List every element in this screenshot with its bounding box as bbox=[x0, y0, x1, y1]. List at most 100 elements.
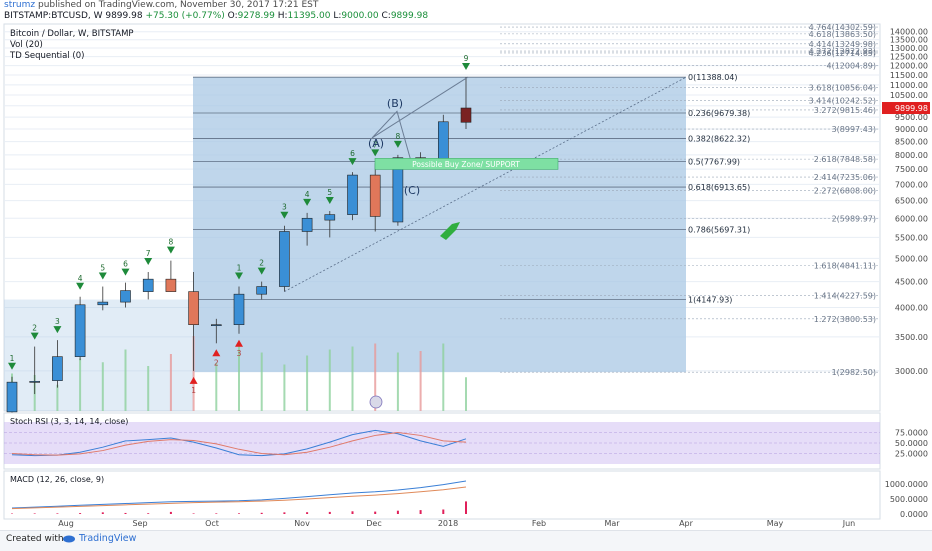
trading-chart[interactable]: 0(11388.04)0.236(9679.38)0.382(8622.32)0… bbox=[0, 0, 932, 530]
fib-extension-zone[interactable] bbox=[4, 300, 193, 411]
x-tick-label: 2018 bbox=[438, 519, 458, 528]
fib-extension-label: 1.272(3800.53) bbox=[814, 315, 876, 324]
x-tick-label: Feb bbox=[532, 519, 546, 528]
y-tick-label: 11000.00 bbox=[890, 81, 928, 90]
td-count-label: 4 bbox=[305, 190, 310, 199]
td-count-label: 1 bbox=[191, 386, 196, 395]
td-count-label: 2 bbox=[259, 259, 264, 268]
macd-histogram-bar bbox=[374, 512, 376, 514]
y-tick-label: 7000.00 bbox=[895, 180, 928, 189]
y-tick-label: 13000.00 bbox=[890, 44, 928, 53]
macd-histogram-bar bbox=[56, 513, 58, 514]
candle[interactable] bbox=[438, 122, 448, 162]
td-count-label: 1 bbox=[237, 264, 242, 273]
macd-histogram-bar bbox=[79, 513, 81, 514]
x-tick-label: Sep bbox=[132, 519, 147, 528]
macd-histogram-bar bbox=[420, 510, 422, 514]
candle[interactable] bbox=[302, 218, 312, 231]
y-tick-label: 5000.00 bbox=[895, 254, 928, 263]
td-count-label: 9 bbox=[464, 54, 469, 63]
candle[interactable] bbox=[75, 305, 85, 357]
volume-bar bbox=[102, 362, 104, 411]
y-tick-label: 6500.00 bbox=[895, 197, 928, 206]
y-tick-label: 5500.00 bbox=[895, 233, 928, 242]
td-count-label: 2 bbox=[214, 358, 219, 367]
fib-extension-label: 2(5989.97) bbox=[832, 215, 876, 224]
macd-histogram-bar bbox=[306, 512, 308, 514]
macd-histogram-bar bbox=[283, 512, 285, 514]
fib-extension-label: 4.618(13863.50) bbox=[809, 30, 876, 39]
macd-histogram-bar bbox=[465, 501, 467, 514]
macd-histogram-bar bbox=[352, 511, 354, 514]
y-tick-label: 4000.00 bbox=[895, 304, 928, 313]
fib-extension-label: 1(2982.50) bbox=[832, 368, 876, 377]
candle[interactable] bbox=[257, 287, 267, 295]
y-tick-label: 11500.00 bbox=[890, 71, 928, 80]
volume-bar bbox=[442, 344, 444, 412]
last-price-label: 9899.98 bbox=[895, 104, 928, 113]
fib-retracement-label: 1(4147.93) bbox=[688, 296, 732, 305]
macd-histogram-bar bbox=[215, 513, 217, 514]
legend-title: Bitcoin / Dollar, W, BITSTAMP bbox=[10, 29, 134, 39]
y-tick-label: 10500.00 bbox=[890, 91, 928, 100]
td-count-label: 8 bbox=[169, 238, 174, 247]
macd-histogram-bar bbox=[170, 512, 172, 514]
candle[interactable] bbox=[348, 175, 358, 215]
x-tick-label: Oct bbox=[205, 519, 219, 528]
candle[interactable] bbox=[52, 357, 62, 381]
y-tick-label: 9000.00 bbox=[895, 125, 928, 134]
td-count-label: 5 bbox=[100, 264, 105, 273]
candle[interactable] bbox=[166, 279, 176, 291]
td-count-label: 2 bbox=[32, 324, 37, 333]
volume-bar bbox=[79, 359, 81, 412]
candle[interactable] bbox=[234, 294, 244, 325]
td-count-label: 3 bbox=[55, 317, 60, 326]
td-count-label: 6 bbox=[123, 260, 128, 269]
candle[interactable] bbox=[325, 215, 335, 220]
candle[interactable] bbox=[98, 302, 108, 305]
y-tick-label: 8000.00 bbox=[895, 151, 928, 160]
stoch-tick-label: 25.0000 bbox=[895, 450, 928, 459]
created-with-text: Created with bbox=[6, 534, 64, 544]
footer-bar bbox=[0, 530, 932, 551]
fib-extension-label: 2.618(7848.58) bbox=[814, 155, 876, 164]
cloud-icon bbox=[62, 534, 76, 543]
macd-pane[interactable] bbox=[4, 471, 880, 519]
macd-histogram-bar bbox=[329, 512, 331, 514]
volume-bar bbox=[170, 354, 172, 411]
fib-extension-label: 3.272(9815.46) bbox=[814, 106, 876, 115]
candle[interactable] bbox=[30, 381, 40, 382]
tradingview-logo[interactable]: TradingView bbox=[62, 533, 136, 544]
fib-retracement-zone[interactable] bbox=[193, 77, 686, 372]
fib-extension-label: 4(12004.89) bbox=[826, 62, 876, 71]
fib-retracement-label: 0.236(9679.38) bbox=[688, 109, 750, 118]
y-tick-label: 8500.00 bbox=[895, 138, 928, 147]
candle[interactable] bbox=[370, 175, 380, 216]
volume-bar bbox=[261, 353, 263, 412]
candle[interactable] bbox=[7, 382, 17, 412]
macd-tick-label: 1000.0000 bbox=[885, 480, 928, 489]
volume-bar bbox=[329, 350, 331, 412]
x-tick-label: Dec bbox=[366, 519, 381, 528]
y-tick-label: 3000.00 bbox=[895, 367, 928, 376]
candle[interactable] bbox=[461, 108, 471, 122]
legend-vol: Vol (20) bbox=[10, 40, 43, 50]
volume-bar bbox=[352, 347, 354, 412]
td-count-label: 1 bbox=[10, 354, 15, 363]
macd-histogram-bar bbox=[397, 511, 399, 514]
candle[interactable] bbox=[211, 325, 221, 326]
td-count-label: 4 bbox=[78, 274, 83, 283]
td-count-label: 3 bbox=[237, 349, 242, 358]
candle[interactable] bbox=[121, 291, 131, 303]
candle[interactable] bbox=[279, 231, 289, 286]
volume-bar bbox=[283, 365, 285, 412]
y-tick-label: 12500.00 bbox=[890, 53, 928, 62]
x-tick-label: May bbox=[767, 519, 784, 528]
stoch-legend: Stoch RSI (3, 3, 14, 14, close) bbox=[10, 417, 128, 426]
td-count-label: 5 bbox=[327, 188, 332, 197]
fib-extension-label: 2.272(6808.00) bbox=[814, 186, 876, 195]
x-tick-label: Mar bbox=[604, 519, 620, 528]
candle[interactable] bbox=[189, 292, 199, 325]
us-flag-event-icon[interactable] bbox=[370, 396, 382, 408]
candle[interactable] bbox=[143, 279, 153, 291]
